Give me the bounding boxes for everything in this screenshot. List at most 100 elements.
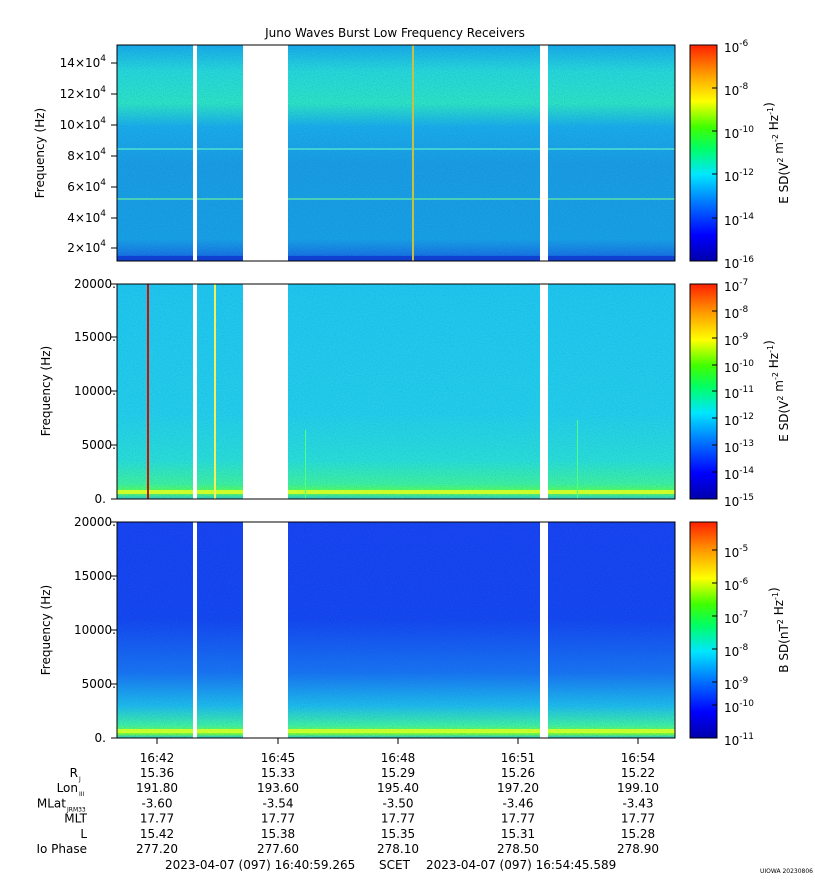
ephemeris-value: 15.28 — [621, 827, 655, 841]
ephemeris-value: 278.50 — [497, 842, 539, 856]
ephemeris-value: 277.60 — [257, 842, 299, 856]
bottom-colorbar-tick: 10-9 — [724, 676, 749, 692]
gap-2 — [243, 45, 288, 261]
ephemeris-value: 15.35 — [381, 827, 415, 841]
panel-middle: 0. 5000. 10000. 15000. 20000. Frequency … — [39, 277, 791, 509]
ephemeris-value: 197.20 — [497, 781, 539, 795]
panel-bottom: 0. 5000. 10000. 15000. 20000. Frequency … — [39, 515, 791, 748]
middle-y-axis: 0. 5000. 10000. 15000. 20000. Frequency … — [39, 277, 117, 506]
top-ytick-label: 6×104 — [67, 178, 106, 194]
line-83khz — [117, 148, 675, 150]
ephemeris-value: -3.54 — [262, 796, 293, 810]
scet-label: SCET — [379, 858, 411, 872]
bottom-ylabel: Frequency (Hz) — [39, 585, 53, 676]
middle-colorbar-tick: 10-12 — [724, 412, 754, 428]
bottom-ytick-label: 20000. — [74, 515, 116, 529]
bottom-colorbar-tick: 10-7 — [724, 610, 748, 626]
ephemeris-label: L — [80, 827, 87, 841]
middle-ytick-label: 10000. — [74, 384, 116, 398]
middle-colorbar: 10-7 10-8 10-9 10-10 10-11 10-12 10-13 1… — [689, 278, 791, 509]
bottom-colorbar-tick: 10-6 — [724, 577, 749, 593]
bottom-colorbar-tick: 10-11 — [724, 732, 754, 748]
ephemeris-value: 15.33 — [261, 766, 295, 780]
ephemeris-value: 15.29 — [381, 766, 415, 780]
spike-mid-1 — [147, 284, 149, 499]
ephemeris-value: 193.60 — [257, 781, 299, 795]
bottom-colorbar: 10-5 10-6 10-7 10-8 10-9 10-10 10-11 B S… — [689, 521, 791, 748]
middle-ytick-label: 5000. — [82, 438, 116, 452]
ephemeris-value: 278.90 — [617, 842, 659, 856]
gap-1 — [193, 45, 197, 261]
top-ytick-label: 4×104 — [67, 209, 106, 225]
scet-start: 2023-04-07 (097) 16:40:59.265 — [165, 858, 355, 872]
top-colorbar-tick: 10-16 — [724, 255, 754, 271]
ephemeris-value: 15.36 — [140, 766, 174, 780]
time-tick-label: 16:48 — [381, 751, 416, 765]
ephemeris-label: Io Phase — [36, 842, 87, 856]
scet-end: 2023-04-07 (097) 16:54:45.589 — [426, 858, 616, 872]
bottom-ytick-label: 15000. — [74, 569, 116, 583]
top-ytick-label: 10×104 — [60, 116, 107, 132]
top-colorbar-tick: 10-12 — [724, 168, 754, 184]
ephemeris-value: 278.10 — [377, 842, 419, 856]
bottom-ytick-label: 0. — [95, 731, 106, 745]
spike-top — [412, 45, 414, 261]
ephemeris-value: 17.77 — [621, 812, 655, 826]
middle-colorbar-tick: 10-11 — [724, 385, 754, 401]
ephemeris-value: 15.26 — [501, 766, 535, 780]
ephemeris-label: R — [70, 766, 78, 780]
ephemeris-value: 195.40 — [377, 781, 419, 795]
figure-title: Juno Waves Burst Low Frequency Receivers — [264, 26, 525, 40]
middle-colorbar-tick: 10-9 — [724, 332, 749, 348]
gap-3 — [540, 45, 548, 261]
ephemeris-label-subscript: J — [78, 776, 81, 783]
ephemeris-label: MLT — [64, 812, 87, 826]
bottom-colorbar-label: B SD(nT2 Hz-1) — [767, 587, 791, 672]
top-colorbar-tick: 10-14 — [724, 212, 754, 228]
top-colorbar-label: E SD(V2 m-2 Hz-1) — [762, 102, 791, 204]
middle-colorbar-tick: 10-7 — [724, 278, 748, 294]
ephemeris-value: 15.42 — [140, 827, 174, 841]
middle-colorbar-tick: 10-8 — [724, 305, 749, 321]
ephemeris-value: -3.43 — [622, 796, 653, 810]
middle-ylabel: Frequency (Hz) — [39, 346, 53, 437]
bottom-y-axis: 0. 5000. 10000. 15000. 20000. Frequency … — [39, 515, 117, 745]
middle-colorbar-label: E SD(V2 m-2 Hz-1) — [762, 340, 791, 442]
ephemeris-value: 17.77 — [381, 812, 415, 826]
top-ytick-label: 8×104 — [67, 147, 106, 163]
top-y-axis: 2×104 4×104 6×104 8×104 10×104 12×104 14… — [33, 54, 117, 255]
ephemeris-value: -3.60 — [141, 796, 172, 810]
middle-colorbar-tick: 10-13 — [724, 439, 754, 455]
ephemeris-label-subscript: III — [79, 791, 85, 798]
time-tick-label: 16:54 — [621, 751, 656, 765]
middle-colorbar-tick: 10-10 — [724, 359, 754, 375]
top-colorbar-tick: 10-8 — [724, 82, 749, 98]
ephemeris-value: 17.77 — [140, 812, 174, 826]
bottom-colorbar-tick: 10-10 — [724, 699, 754, 715]
ephemeris-value: 17.77 — [501, 812, 535, 826]
time-tick-label: 16:42 — [140, 751, 175, 765]
top-colorbar-tick: 10-6 — [724, 39, 749, 55]
time-axis: 16:42 16:45 16:48 16:51 16:54 — [140, 738, 656, 765]
time-tick-label: 16:45 — [261, 751, 296, 765]
middle-ytick-label: 0. — [95, 492, 106, 506]
bottom-colorbar-tick: 10-5 — [724, 544, 748, 560]
ephemeris-value: 15.31 — [501, 827, 535, 841]
line-50khz — [117, 198, 675, 200]
ephemeris-label: MLat — [37, 796, 66, 810]
top-ytick-label: 2×104 — [67, 239, 106, 255]
ephemeris-value: 199.10 — [617, 781, 659, 795]
ephemeris-value: 191.80 — [136, 781, 178, 795]
middle-ytick-label: 15000. — [74, 330, 116, 344]
footer: 2023-04-07 (097) 16:40:59.265 SCET 2023-… — [165, 858, 813, 875]
top-ytick-label: 12×104 — [60, 85, 107, 101]
top-colorbar-tick: 10-10 — [724, 125, 754, 141]
middle-colorbar-tick: 10-14 — [724, 466, 754, 482]
ephemeris-value: 277.20 — [136, 842, 178, 856]
ephemeris-value: -3.50 — [382, 796, 413, 810]
ephemeris-value: 15.38 — [261, 827, 295, 841]
middle-colorbar-tick: 10-15 — [724, 493, 754, 509]
ephemeris-label-subscript: JRM33 — [66, 806, 86, 813]
top-ytick-label: 14×104 — [60, 54, 107, 70]
